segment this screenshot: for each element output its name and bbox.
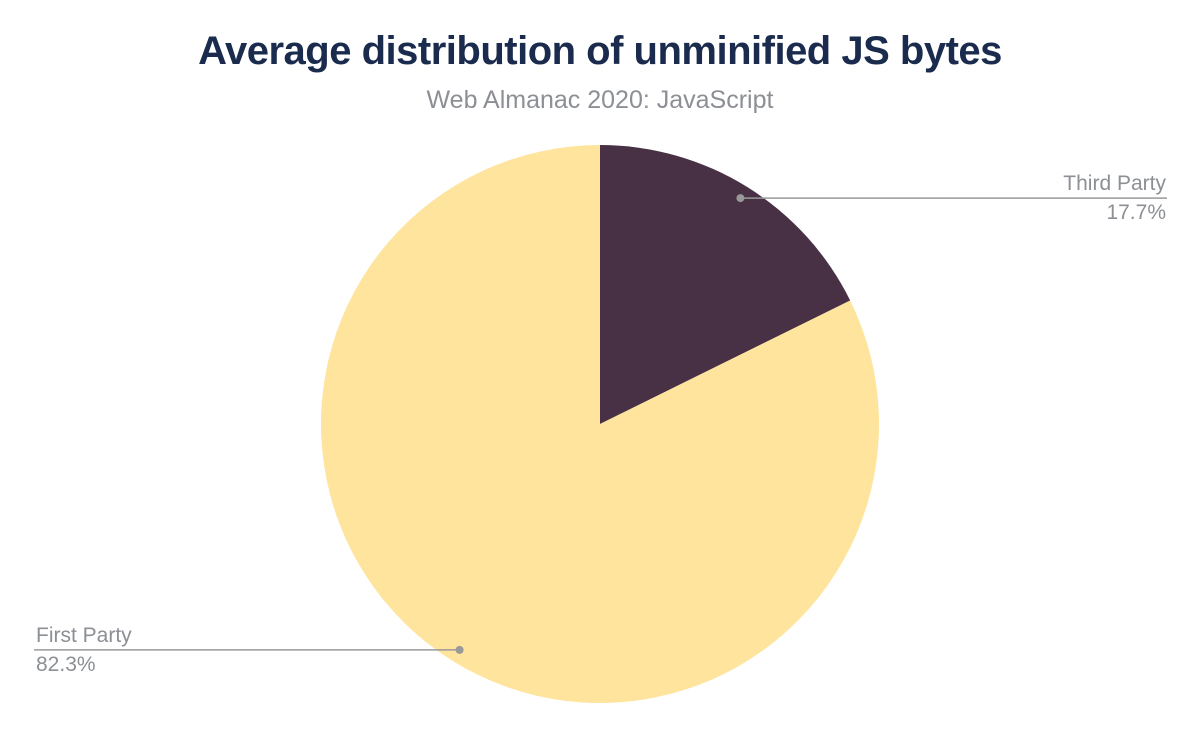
pie-slice-third-party [600, 145, 851, 424]
chart-title: Average distribution of unminified JS by… [198, 29, 1002, 73]
slice-label: First Party [36, 623, 132, 647]
slice-value: 17.7% [1106, 201, 1166, 225]
chart-subtitle: Web Almanac 2020: JavaScript [426, 86, 774, 114]
slice-value: 82.3% [36, 652, 96, 676]
pie-slice-first-party [320, 145, 879, 703]
slice-label: Third Party [1063, 172, 1166, 196]
leader-dot-first-party [455, 645, 464, 654]
leader-dot-third-party [736, 194, 745, 203]
